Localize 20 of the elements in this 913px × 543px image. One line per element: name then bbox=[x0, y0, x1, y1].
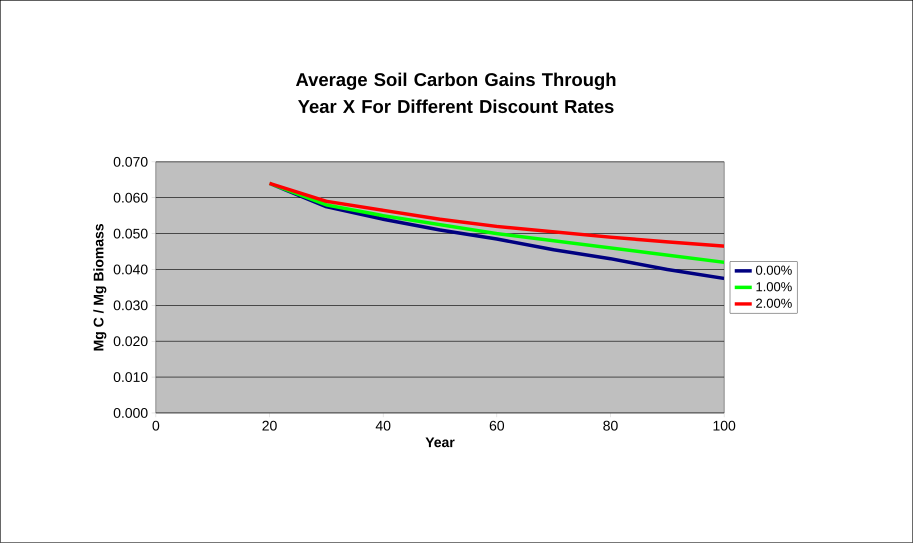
y-axis-title: Mg C / Mg Biomass bbox=[93, 224, 106, 351]
y-tick-label: 0.050 bbox=[114, 228, 148, 239]
legend-label: 1.00% bbox=[756, 282, 792, 292]
x-tick-label: 40 bbox=[376, 420, 390, 431]
y-tick-label: 0.060 bbox=[114, 192, 148, 203]
x-axis-title: Year bbox=[425, 438, 455, 448]
y-tick-label: 0.070 bbox=[114, 156, 148, 167]
x-tick-label: 100 bbox=[714, 420, 736, 431]
y-tick-label: 0.010 bbox=[114, 372, 148, 382]
x-tick-label: 60 bbox=[490, 420, 504, 431]
y-tick-label: 0.000 bbox=[114, 408, 148, 418]
y-tick-label: 0.020 bbox=[114, 336, 148, 346]
x-tick-label: 80 bbox=[603, 420, 618, 431]
y-tick-label: 0.030 bbox=[114, 300, 148, 310]
x-tick-label: 20 bbox=[262, 420, 277, 431]
y-tick-label: 0.040 bbox=[114, 264, 148, 274]
x-tick-label: 0 bbox=[152, 420, 160, 431]
legend-label: 0.00% bbox=[756, 266, 792, 275]
chart-title: Average Soil Carbon Gains Through Year X For Different Discount Rates bbox=[296, 72, 616, 114]
legend-label: 2.00% bbox=[756, 298, 792, 308]
